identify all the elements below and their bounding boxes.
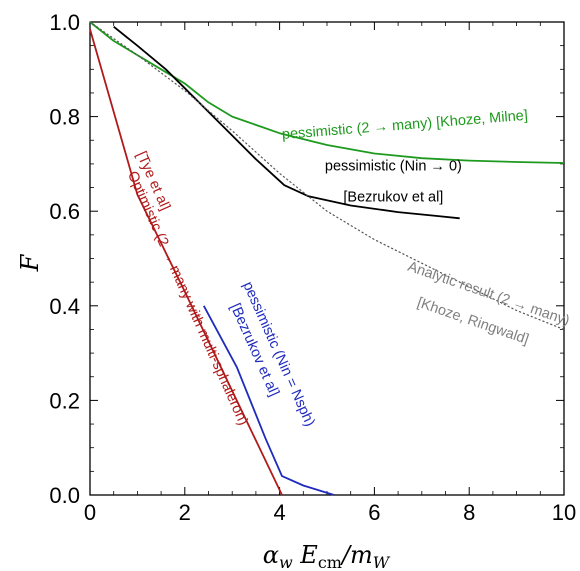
y-tick-label: 0.6 [49, 199, 80, 224]
axis-ticks [89, 21, 565, 496]
series-line-red [89, 28, 283, 496]
y-tick-label: 0.4 [49, 294, 80, 319]
x-axis-label: αw Ecm/mW [263, 541, 391, 571]
series-line-black [113, 25, 460, 220]
annotation-green_label: pessimistic (2 → many) [Khoze, Milne] [281, 108, 528, 143]
y-tick-label: 0.0 [49, 483, 80, 508]
annotation-red_label_1: Optimistic (2 → many with multi-sphalero… [124, 169, 251, 428]
series-line-green [89, 21, 565, 164]
y-tick-label: 1.0 [49, 10, 80, 35]
annotation-layer: pessimistic (2 → many) [Khoze, Milne] pes… [124, 108, 572, 429]
annotation-black_label_1: pessimistic (Nin → 0) [325, 159, 462, 175]
y-axis-label: F [16, 253, 44, 272]
x-tick-label: 6 [368, 500, 380, 525]
x-tick-label: 8 [463, 500, 475, 525]
series-line-dotted [89, 21, 565, 331]
x-tick-label: 10 [552, 500, 576, 525]
x-tick-label: 4 [273, 500, 285, 525]
series-line-blue [203, 305, 335, 496]
series-layer [89, 21, 565, 496]
annotation-black_label_2: [Bezrukov et al] [343, 189, 443, 205]
tick-labels: 0 2 4 6 8 10 0.0 0.2 0.4 0.6 0.8 1.0 [49, 10, 576, 525]
x-tick-label: 2 [179, 500, 191, 525]
x-tick-label: 0 [84, 500, 96, 525]
y-tick-label: 0.8 [49, 105, 80, 130]
y-tick-label: 0.2 [49, 388, 80, 413]
